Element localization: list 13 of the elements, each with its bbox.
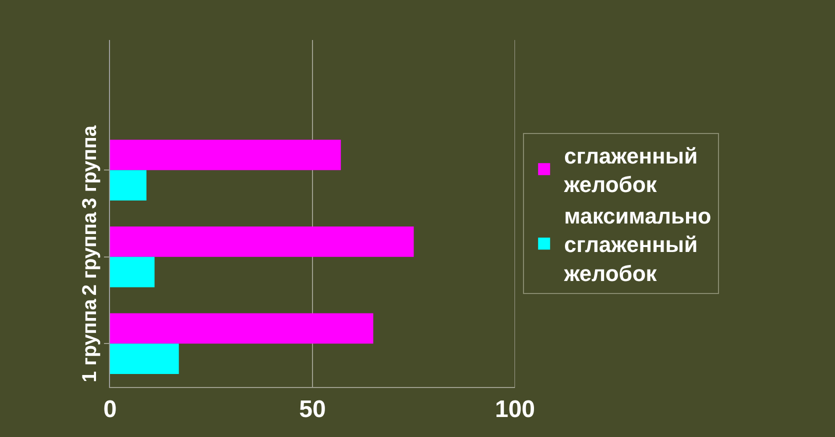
x-tick-label: 100 (494, 396, 536, 423)
bar (110, 313, 374, 344)
bar (110, 256, 155, 288)
bar (110, 226, 414, 257)
y-tick-label: 2 группа (79, 211, 101, 296)
bar (110, 344, 179, 374)
x-tick-label: 50 (299, 396, 326, 423)
y-tick-label: 3 группа (79, 124, 101, 209)
legend-label: максимально сглаженный желобок (563, 204, 712, 286)
bar (110, 140, 341, 170)
bar (110, 170, 146, 200)
x-tick-label: 0 (103, 396, 117, 423)
y-tick-label: 1 группа (79, 298, 101, 382)
